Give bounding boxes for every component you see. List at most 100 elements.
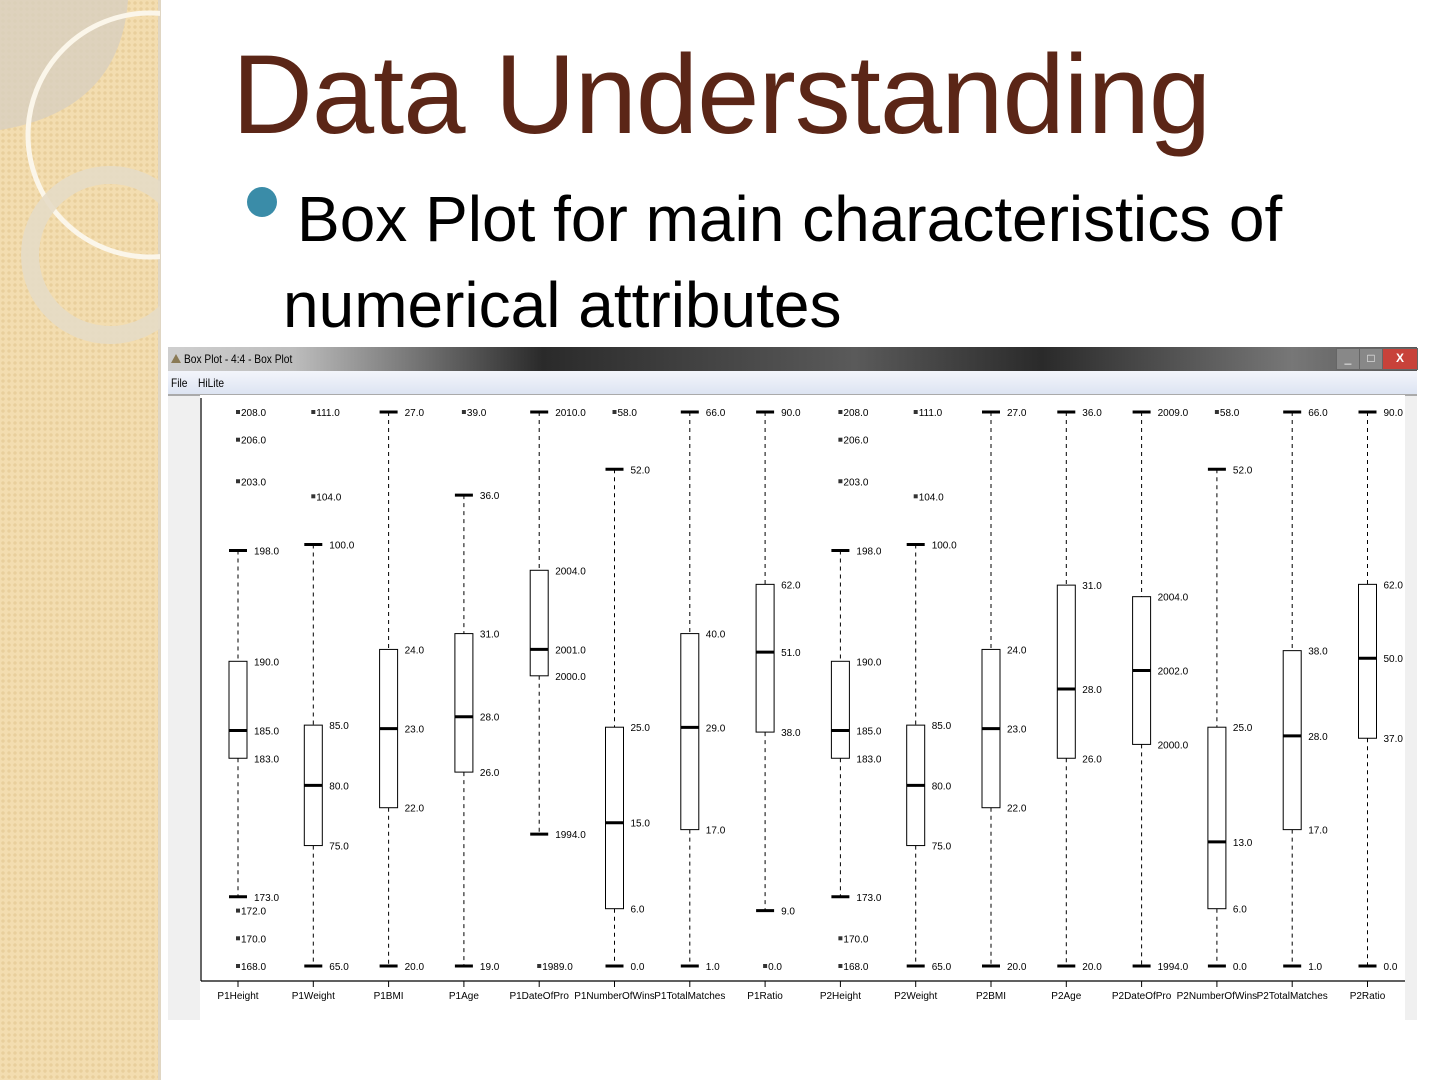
outlier-point xyxy=(913,494,918,499)
q3-label: 24.0 xyxy=(405,645,425,656)
x-tick-label: P2Height xyxy=(820,991,861,1002)
whisker-low-label: 1994.0 xyxy=(555,830,586,841)
outlier-point xyxy=(311,494,316,499)
whisker-high-label: 90.0 xyxy=(781,408,801,419)
q1-label: 2000.0 xyxy=(1158,740,1189,751)
app-icon xyxy=(171,354,181,363)
close-button[interactable]: X xyxy=(1382,348,1418,370)
outlier-label: 104.0 xyxy=(316,492,341,503)
q3-label: 190.0 xyxy=(856,657,881,668)
outlier-label: 39.0 xyxy=(467,408,487,419)
window-titlebar[interactable]: Box Plot - 4:4 - Box Plot _ □ X xyxy=(168,347,1418,371)
box-iqr xyxy=(680,633,700,831)
outlier-point xyxy=(236,964,240,968)
outlier-point xyxy=(838,410,843,414)
median-label: 28.0 xyxy=(480,713,500,724)
median-label: 23.0 xyxy=(1007,725,1027,736)
outlier-label: 208.0 xyxy=(843,408,868,419)
x-tick-label: P2Age xyxy=(1051,991,1081,1002)
outlier-point xyxy=(236,437,240,442)
whisker-high-label: 90.0 xyxy=(1384,408,1404,419)
whisker-high-label: 27.0 xyxy=(1007,408,1027,419)
x-tick-label: P1BMI xyxy=(374,991,404,1002)
q1-label: 75.0 xyxy=(932,842,952,853)
outlier-label: 58.0 xyxy=(618,408,638,419)
box-iqr xyxy=(1358,583,1377,739)
menu-hilite[interactable]: HiLite xyxy=(197,376,224,390)
q3-label: 85.0 xyxy=(932,721,952,732)
q3-label: 24.0 xyxy=(1007,645,1027,656)
q1-label: 2000.0 xyxy=(555,672,586,683)
x-tick-label: P1DateOfPro xyxy=(509,991,569,1002)
median-label: 2001.0 xyxy=(555,645,586,656)
q1-label: 6.0 xyxy=(1233,905,1247,916)
q1-label: 22.0 xyxy=(405,804,425,815)
q3-label: 85.0 xyxy=(329,721,349,732)
whisker-low-label: 19.0 xyxy=(480,962,500,973)
whisker-high-label: 2009.0 xyxy=(1158,408,1189,419)
bullet-text: Box Plot for main characteristics of num… xyxy=(283,183,1283,341)
outlier-point xyxy=(1214,410,1219,414)
box-iqr xyxy=(454,633,474,773)
outlier-label: 208.0 xyxy=(241,408,266,419)
whisker-high-label: 66.0 xyxy=(706,408,726,419)
q3-label: 40.0 xyxy=(706,630,726,641)
whisker-low-label: 0.0 xyxy=(1384,962,1398,973)
box-iqr xyxy=(228,660,248,759)
q1-label: 75.0 xyxy=(329,842,349,853)
slide-title: Data Understanding xyxy=(232,32,1211,157)
plot-area xyxy=(200,395,1405,1020)
q3-label: 190.0 xyxy=(254,657,279,668)
median-label: 13.0 xyxy=(1233,838,1253,849)
outlier-point xyxy=(311,410,316,414)
menu-file[interactable]: File xyxy=(171,376,188,390)
whisker-high-label: 198.0 xyxy=(856,547,881,558)
outlier-point xyxy=(763,964,768,968)
whisker-low-label: 20.0 xyxy=(405,962,425,973)
whisker-low-label: 173.0 xyxy=(856,893,881,904)
q3-label: 31.0 xyxy=(480,630,500,641)
median-label: 29.0 xyxy=(706,723,726,734)
outlier-point xyxy=(838,964,843,968)
median-label: 80.0 xyxy=(932,781,952,792)
x-tick-label: P1TotalMatches xyxy=(654,991,725,1002)
bullet-icon xyxy=(247,187,277,217)
q1-label: 17.0 xyxy=(706,826,726,837)
outlier-label: 0.0 xyxy=(768,962,782,973)
outlier-label: 206.0 xyxy=(241,436,266,447)
q3-label: 62.0 xyxy=(781,580,801,591)
whisker-high-label: 198.0 xyxy=(254,547,279,558)
outlier-point xyxy=(913,410,918,414)
q1-label: 26.0 xyxy=(480,768,500,779)
maximize-button[interactable]: □ xyxy=(1359,348,1383,370)
q3-label: 25.0 xyxy=(1233,723,1253,734)
whisker-high-label: 100.0 xyxy=(329,540,354,551)
whisker-low-label: 0.0 xyxy=(631,962,645,973)
x-tick-label: P1Ratio xyxy=(747,991,783,1002)
q3-label: 38.0 xyxy=(1308,647,1328,658)
box-iqr xyxy=(1282,650,1302,831)
whisker-low-label: 20.0 xyxy=(1007,962,1027,973)
median-label: 51.0 xyxy=(781,648,801,659)
outlier-point xyxy=(461,410,466,414)
q1-label: 6.0 xyxy=(631,905,645,916)
whisker-high-label: 52.0 xyxy=(631,465,651,476)
box-iqr xyxy=(830,660,850,759)
outlier-point xyxy=(838,936,843,941)
whisker-low-label: 9.0 xyxy=(781,907,795,918)
outlier-point xyxy=(236,479,240,484)
median-label: 2002.0 xyxy=(1158,667,1189,678)
whisker-low-label: 0.0 xyxy=(1233,962,1247,973)
median-label: 50.0 xyxy=(1384,654,1404,665)
q1-label: 37.0 xyxy=(1384,734,1404,745)
q3-label: 2004.0 xyxy=(555,566,586,577)
whisker-high-label: 27.0 xyxy=(405,408,425,419)
q3-label: 25.0 xyxy=(631,723,651,734)
minimize-button[interactable]: _ xyxy=(1336,348,1360,370)
q3-label: 2004.0 xyxy=(1158,593,1189,604)
whisker-high-label: 36.0 xyxy=(1082,408,1102,419)
outlier-label: 58.0 xyxy=(1220,408,1240,419)
box-iqr xyxy=(1056,584,1076,759)
x-tick-label: P1NumberOfWins xyxy=(574,991,655,1002)
outlier-label: 203.0 xyxy=(241,477,266,488)
